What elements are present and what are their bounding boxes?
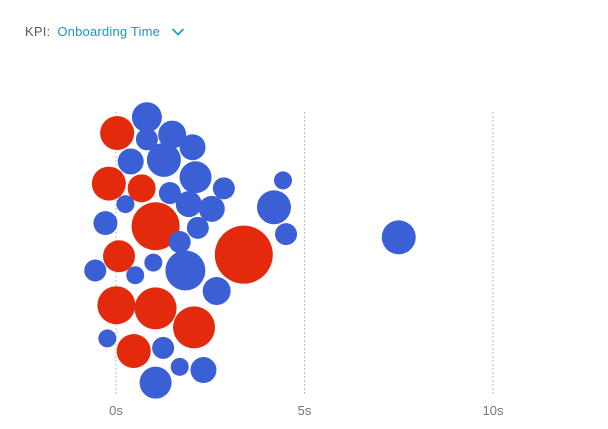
x-axis-ticks: 0s 5s 10s (109, 403, 504, 418)
bubble-red[interactable] (173, 306, 216, 349)
bubble-blue[interactable] (158, 120, 187, 149)
bubble-blue[interactable] (186, 216, 209, 239)
bubble-blue[interactable] (146, 142, 181, 177)
chevron-down-icon[interactable] (172, 28, 184, 36)
bubble-blue[interactable] (275, 223, 298, 246)
bubble-red[interactable] (116, 334, 151, 369)
bubble-blue[interactable] (117, 148, 144, 175)
bubble-red[interactable] (127, 174, 156, 203)
bubble-blue[interactable] (152, 336, 175, 359)
x-gridlines (115, 112, 494, 396)
bubble-blue[interactable] (256, 190, 291, 225)
kpi-selected-value[interactable]: Onboarding Time (57, 24, 161, 39)
bubble-blue[interactable] (170, 357, 189, 376)
bubble-blue[interactable] (179, 161, 212, 194)
bubble-blue[interactable] (144, 253, 163, 272)
bubble-blue[interactable] (190, 357, 217, 384)
bubble-blue[interactable] (198, 195, 225, 222)
bubble-red[interactable] (214, 225, 273, 284)
bubble-blue[interactable] (131, 102, 162, 133)
bubble-blue[interactable] (165, 250, 206, 291)
bubble-blue[interactable] (135, 128, 158, 151)
bubble-blue[interactable] (168, 231, 191, 254)
bubble-blue[interactable] (175, 191, 202, 218)
bubble-red[interactable] (91, 166, 126, 201)
bubble-red[interactable] (97, 286, 136, 325)
bubble-red[interactable] (131, 202, 180, 251)
bubble-blue[interactable] (202, 277, 231, 306)
bubble-blue[interactable] (139, 366, 172, 399)
bubble-blue[interactable] (179, 134, 206, 161)
x-tick-label: 5s (298, 403, 312, 418)
x-tick-label: 10s (483, 403, 504, 418)
bubble-red[interactable] (100, 116, 135, 151)
bubble-red[interactable] (103, 240, 136, 273)
kpi-label: KPI: (25, 24, 51, 39)
bubble-blue[interactable] (158, 182, 181, 205)
bubble-blue[interactable] (212, 177, 235, 200)
bubble-blue[interactable] (116, 195, 135, 214)
bubble-blue[interactable] (381, 220, 416, 255)
bubble-red[interactable] (134, 287, 177, 330)
kpi-dropdown[interactable]: Onboarding Time (57, 24, 184, 39)
bubble-blue[interactable] (274, 171, 293, 190)
bubbles (84, 102, 416, 399)
bubble-blue[interactable] (84, 259, 107, 282)
x-tick-label: 0s (109, 403, 123, 418)
bubble-blue[interactable] (93, 211, 118, 236)
bubble-blue[interactable] (98, 329, 117, 348)
bubble-blue[interactable] (126, 266, 145, 285)
kpi-selector: KPI: Onboarding Time (25, 24, 184, 39)
